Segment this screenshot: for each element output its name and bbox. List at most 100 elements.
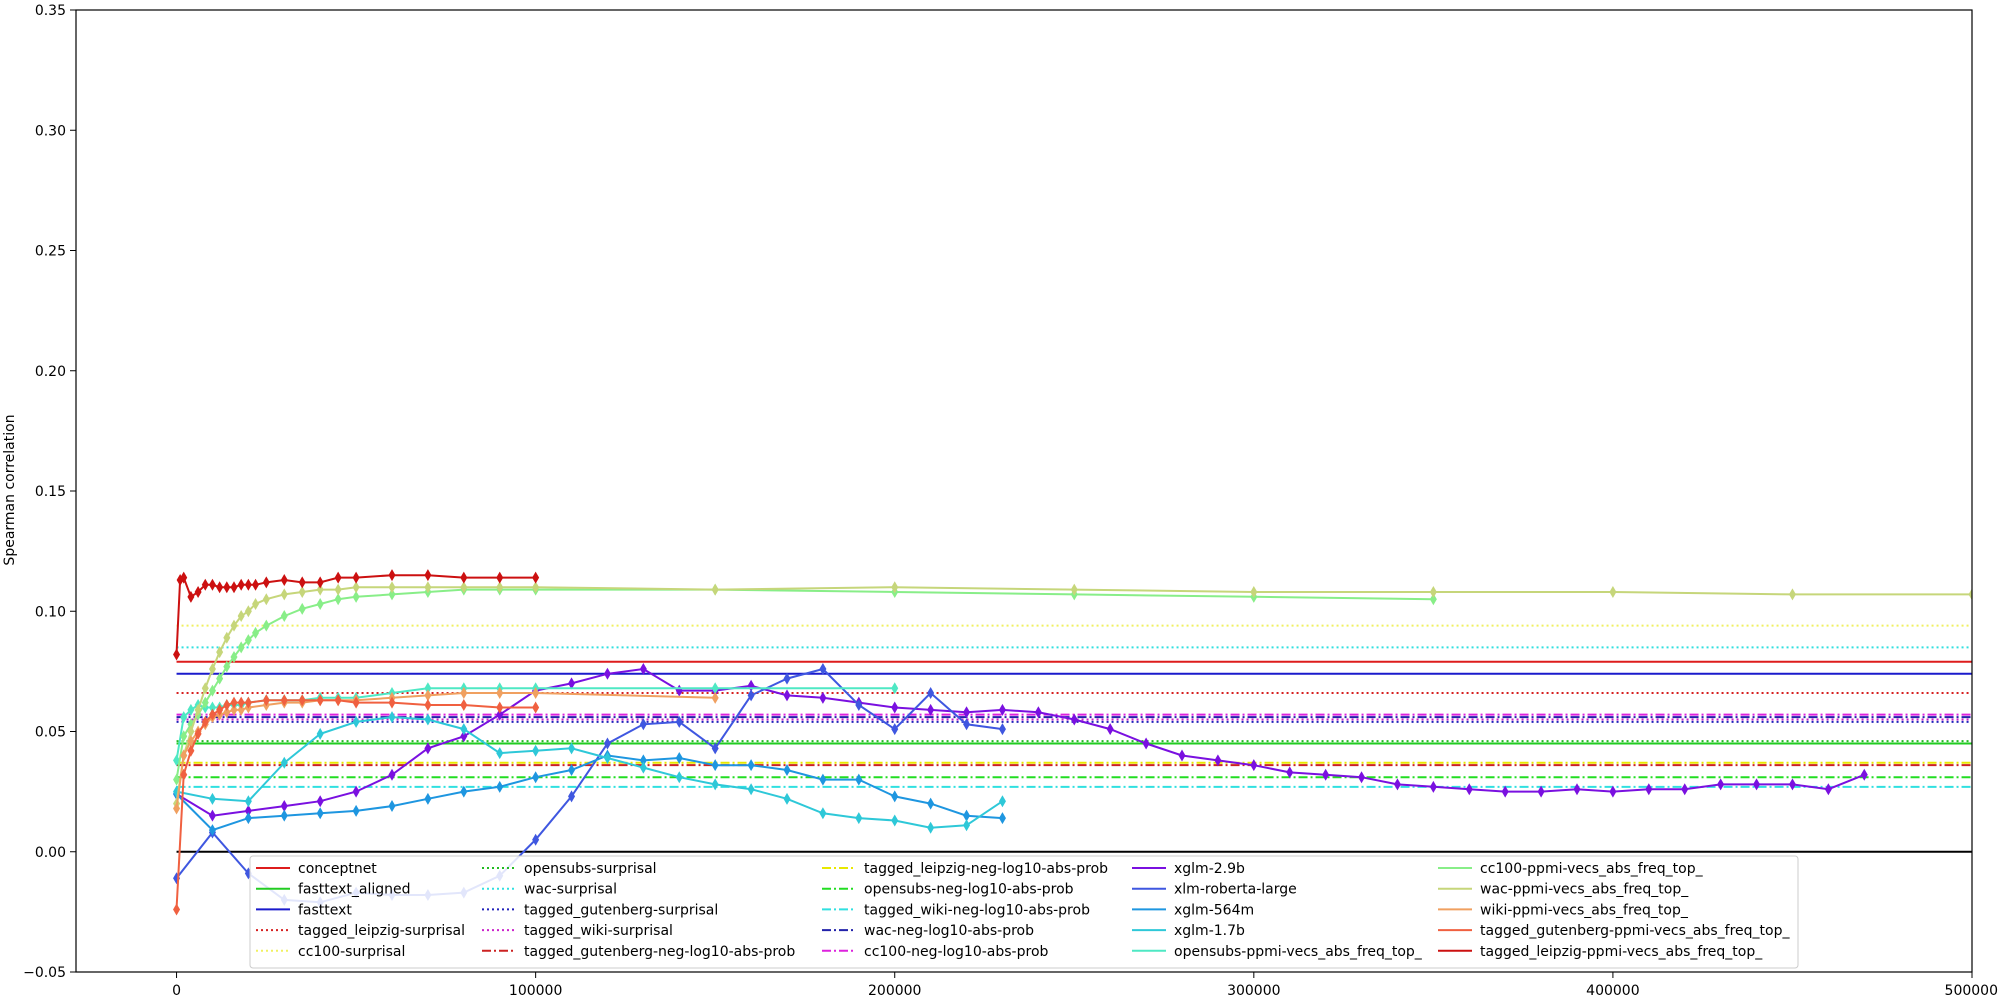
data-point — [173, 773, 181, 786]
data-point — [388, 581, 396, 594]
data-point — [173, 903, 181, 916]
data-point — [237, 578, 245, 591]
legend-label: tagged_leipzig-surprisal — [298, 923, 465, 939]
data-point — [334, 583, 342, 596]
legend-label: xglm-2.9b — [1174, 861, 1245, 877]
legend-item-cc100-surprisal: cc100-surprisal — [256, 944, 405, 960]
data-point — [639, 718, 647, 731]
data-point — [216, 646, 224, 659]
data-point — [855, 812, 863, 825]
data-point — [201, 715, 209, 728]
legend-item-wiki-ppmi-vecs-abs-freq-top: wiki-ppmi-vecs_abs_freq_top_ — [1438, 902, 1689, 918]
data-point — [237, 610, 245, 623]
data-point — [194, 586, 202, 599]
data-point — [316, 795, 324, 808]
data-point — [352, 715, 360, 728]
data-point — [388, 569, 396, 582]
x-tick-label: 0 — [172, 983, 181, 999]
data-point — [1106, 723, 1114, 736]
data-point — [496, 581, 504, 594]
data-point — [711, 759, 719, 772]
data-point — [927, 797, 935, 810]
data-point — [460, 785, 468, 798]
x-tick-label: 500000 — [1945, 983, 1998, 999]
data-point — [891, 814, 899, 827]
data-point — [230, 703, 238, 716]
data-point — [208, 809, 216, 822]
data-point — [1250, 759, 1258, 772]
y-tick-label: 0.15 — [35, 484, 66, 500]
data-point — [711, 778, 719, 791]
data-point — [424, 581, 432, 594]
data-point — [352, 571, 360, 584]
data-point — [187, 703, 195, 716]
data-point — [208, 684, 216, 697]
data-point — [1609, 785, 1617, 798]
series-line — [176, 716, 1004, 829]
data-point — [262, 694, 270, 707]
data-point — [316, 576, 324, 589]
series-line — [175, 588, 1434, 780]
data-point — [603, 667, 611, 680]
data-point — [424, 713, 432, 726]
data-point — [244, 634, 252, 647]
data-point — [223, 631, 231, 644]
data-point — [1178, 749, 1186, 762]
data-point — [237, 703, 245, 716]
data-point — [237, 696, 245, 709]
x-tick-label: 200000 — [868, 983, 921, 999]
data-point — [180, 768, 188, 781]
data-point — [783, 792, 791, 805]
data-point — [639, 662, 647, 675]
data-point — [424, 689, 432, 702]
data-point — [230, 581, 238, 594]
data-point — [532, 687, 540, 700]
data-point — [352, 785, 360, 798]
data-point — [963, 718, 971, 731]
data-point — [460, 723, 468, 736]
data-point — [208, 824, 216, 837]
data-point — [208, 701, 216, 714]
legend-label: cc100-ppmi-vecs_abs_freq_top_ — [1480, 861, 1704, 877]
legend-item-tagged-gutenberg-surprisal: tagged_gutenberg-surprisal — [482, 902, 718, 918]
legend-item-tagged-wiki-surprisal: tagged_wiki-surprisal — [482, 923, 673, 939]
data-point — [230, 619, 238, 632]
data-point — [496, 747, 504, 760]
data-point — [568, 677, 576, 690]
data-point — [532, 771, 540, 784]
data-point — [216, 581, 224, 594]
data-point — [460, 730, 468, 743]
data-point — [998, 795, 1006, 808]
data-point — [1609, 586, 1617, 599]
data-point — [280, 573, 288, 586]
legend-label: conceptnet — [298, 861, 377, 877]
data-point — [1753, 778, 1761, 791]
data-point — [244, 605, 252, 618]
data-point — [280, 809, 288, 822]
data-point — [963, 819, 971, 832]
data-point — [316, 598, 324, 611]
data-point — [1501, 785, 1509, 798]
data-point — [568, 763, 576, 776]
series-wac-ppmi-vecs-abs-freq-top — [173, 581, 1972, 810]
data-point — [1250, 586, 1258, 599]
data-point — [424, 742, 432, 755]
data-point — [783, 689, 791, 702]
series-tagged-gutenberg-ppmi-vecs-abs-freq-top — [173, 694, 540, 916]
data-point — [298, 586, 306, 599]
data-point — [1465, 783, 1473, 796]
data-point — [216, 672, 224, 685]
legend-label: xlm-roberta-large — [1174, 882, 1297, 898]
data-point — [1681, 783, 1689, 796]
data-point — [208, 708, 216, 721]
legend-item-tagged-leipzig-surprisal: tagged_leipzig-surprisal — [256, 923, 465, 939]
data-point — [1537, 785, 1545, 798]
data-point — [280, 694, 288, 707]
legend-label: wac-surprisal — [524, 882, 617, 898]
data-point — [711, 742, 719, 755]
legend-label: opensubs-neg-log10-abs-prob — [864, 882, 1074, 898]
data-point — [316, 694, 324, 707]
y-tick-label: −0.05 — [23, 965, 66, 981]
data-point — [352, 804, 360, 817]
legend-item-xglm-1-7b: xglm-1.7b — [1132, 923, 1245, 939]
